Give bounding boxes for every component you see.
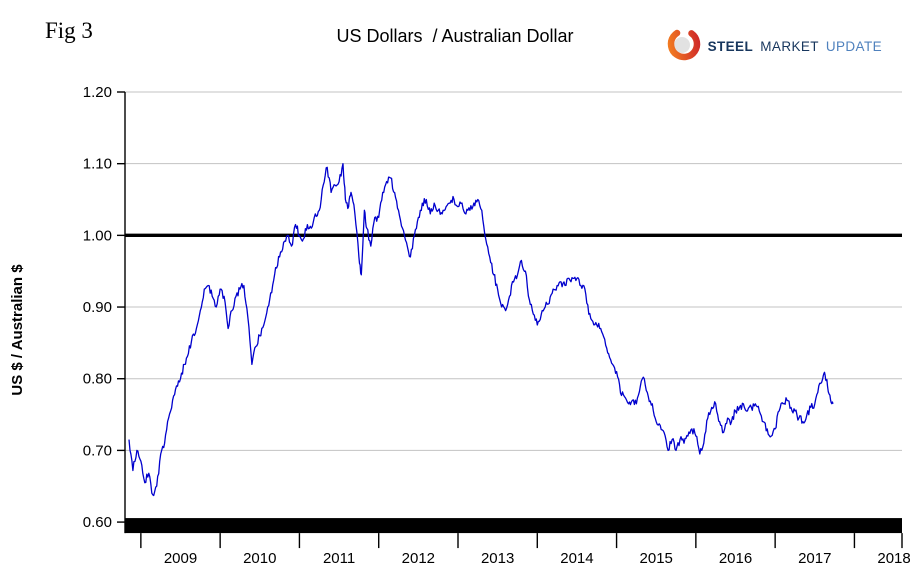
steel-market-update-logo: STEEL MARKET UPDATE — [666, 26, 882, 67]
x-axis-baseline-bar — [125, 518, 902, 534]
exchange-rate-chart: 0.60 0.70 0.80 0.90 1.00 1.10 1.20 US $ / Austr… — [9, 84, 910, 567]
y-tick-label: 0.60 — [83, 514, 112, 531]
y-tick-label: 1.10 — [83, 156, 112, 173]
x-tick-label: 2018 — [877, 550, 910, 567]
logo-word-steel: STEEL — [707, 39, 754, 54]
exchange-rate-series-line — [128, 163, 834, 497]
y-tick-label: 1.00 — [83, 227, 112, 244]
x-tick-label: 2013 — [481, 550, 514, 567]
x-tick-label: 2010 — [243, 550, 276, 567]
chart-title: US Dollars / Australian Dollar — [336, 26, 574, 46]
smu-logo-icon — [666, 26, 702, 67]
x-axis: 2009 2010 2011 2012 2013 2014 2015 2016 2017 2018 — [140, 533, 910, 567]
x-tick-label: 2017 — [798, 550, 831, 567]
x-tick-label: 2015 — [640, 550, 673, 567]
y-tick-label: 0.90 — [83, 299, 112, 316]
x-tick-label: 2014 — [560, 550, 593, 567]
smu-logo-text: STEEL MARKET UPDATE — [708, 39, 882, 54]
y-axis: 0.60 0.70 0.80 0.90 1.00 1.10 1.20 — [83, 84, 126, 534]
x-tick-label: 2011 — [323, 550, 355, 567]
y-tick-label: 1.20 — [83, 84, 112, 101]
y-tick-label: 0.80 — [83, 371, 112, 388]
logo-word-update: UPDATE — [825, 39, 882, 54]
logo-word-market: MARKET — [760, 39, 819, 54]
y-gridlines — [125, 91, 902, 523]
y-axis-title: US $ / Australian $ — [9, 264, 26, 396]
chart-area: 0.60 0.70 0.80 0.90 1.00 1.10 1.20 US $ / Austr… — [0, 80, 910, 585]
x-tick-label: 2009 — [164, 550, 197, 567]
y-tick-label: 0.70 — [83, 442, 112, 459]
x-tick-label: 2012 — [402, 550, 435, 567]
x-tick-label: 2016 — [719, 550, 752, 567]
figure-label: Fig 3 — [45, 18, 93, 43]
